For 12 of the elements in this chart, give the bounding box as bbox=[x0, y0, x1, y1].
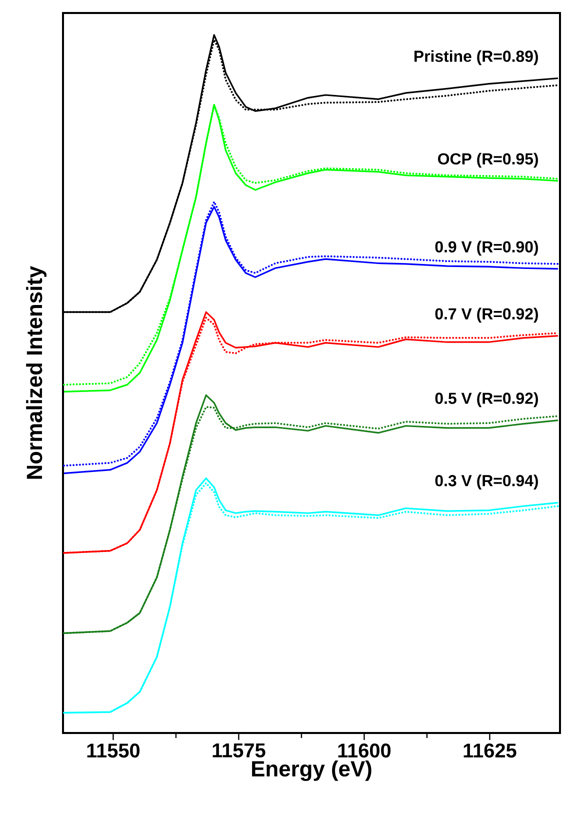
series-label: OCP (R=0.95) bbox=[438, 152, 538, 168]
x-tick-label: 11550 bbox=[87, 744, 140, 758]
series-label: 0.7 V (R=0.92) bbox=[435, 308, 538, 323]
x-tick-label: 11600 bbox=[338, 744, 391, 758]
series-label: Pristine (R=0.89) bbox=[414, 50, 538, 66]
series-label: 0.5 V (R=0.92) bbox=[435, 392, 538, 408]
series-label: 0.9 V (R=0.90) bbox=[435, 240, 538, 256]
series-label: 0.3 V (R=0.94) bbox=[435, 474, 538, 490]
x-tick-label: 11625 bbox=[464, 744, 516, 758]
x-axis-title: Energy (eV) bbox=[252, 760, 372, 781]
x-tick-label: 11575 bbox=[212, 744, 266, 758]
y-axis-title: Normalized Intensity bbox=[26, 266, 47, 479]
